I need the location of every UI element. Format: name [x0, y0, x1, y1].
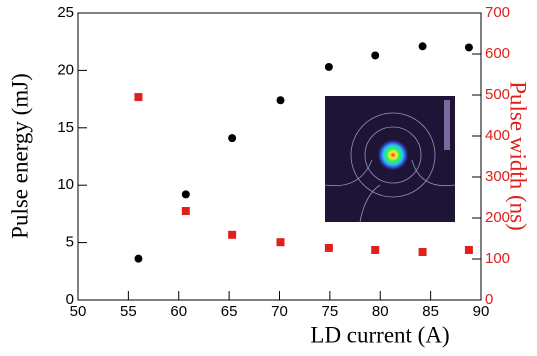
chart: LD current (A) Pulse energy (mJ) Pulse w…: [0, 0, 537, 356]
point: [419, 42, 427, 50]
y2-tick-label: 100: [485, 250, 510, 267]
x-tick-label: 65: [221, 303, 238, 320]
point: [371, 51, 379, 59]
y-tick-label: 20: [57, 61, 74, 78]
y-tick-label: 25: [57, 4, 74, 21]
point: [228, 231, 236, 239]
point: [277, 238, 285, 246]
point: [371, 246, 379, 254]
point: [465, 43, 473, 51]
x-tick-label: 80: [372, 303, 389, 320]
y-tick-label: 5: [66, 234, 74, 251]
point: [134, 255, 142, 263]
point: [182, 190, 190, 198]
y2-tick-label: 700: [485, 4, 510, 21]
y-axis-title: Pulse energy (mJ): [7, 73, 32, 239]
point: [182, 207, 190, 215]
y2-tick-label: 200: [485, 209, 510, 226]
y2-tick-label: 0: [485, 291, 493, 308]
y-tick-label: 0: [66, 291, 74, 308]
x-tick-label: 55: [120, 303, 137, 320]
point: [325, 63, 333, 71]
y2-tick-label: 600: [485, 45, 510, 62]
y-tick-label: 10: [57, 176, 74, 193]
point: [325, 244, 333, 252]
point: [419, 248, 427, 256]
point: [465, 246, 473, 254]
y2-tick-label: 400: [485, 127, 510, 144]
point: [277, 96, 285, 104]
x-axis-title: LD current (A): [310, 322, 449, 347]
point: [134, 93, 142, 101]
y2-tick-label: 500: [485, 86, 510, 103]
inset-image: [325, 96, 455, 222]
x-tick-label: 85: [422, 303, 439, 320]
x-tick-label: 60: [170, 303, 187, 320]
x-tick-label: 70: [271, 303, 288, 320]
y2-tick-label: 300: [485, 168, 510, 185]
x-tick-label: 75: [322, 303, 339, 320]
y-tick-label: 15: [57, 119, 74, 136]
point: [228, 134, 236, 142]
